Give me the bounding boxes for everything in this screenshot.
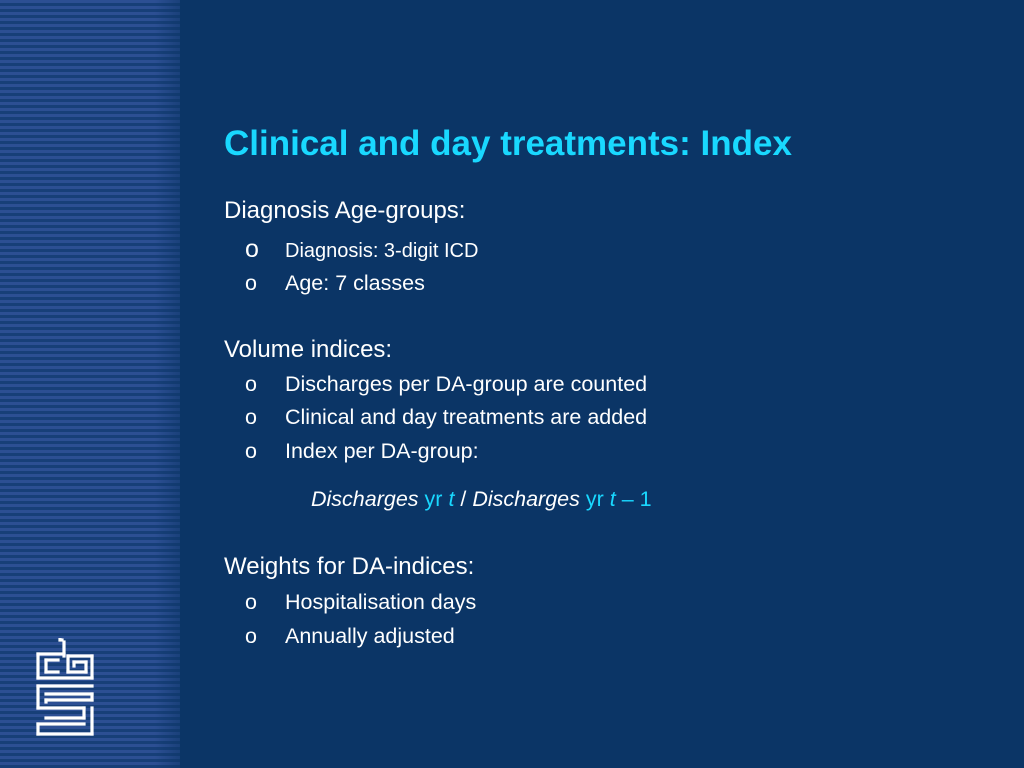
list-item-label: Annually adjusted bbox=[285, 624, 455, 648]
section-heading-diagnosis-age-groups: Diagnosis Age-groups: bbox=[224, 197, 466, 224]
bullet-marker: o bbox=[245, 405, 257, 429]
decorative-stripe-band bbox=[0, 0, 180, 768]
bullet-marker: o bbox=[245, 271, 257, 295]
list-item: o Discharges per DA-group are counted bbox=[245, 372, 647, 397]
bullet-marker: o bbox=[245, 439, 257, 463]
bullet-marker: o bbox=[245, 372, 257, 396]
bullet-marker: o bbox=[245, 624, 257, 648]
slide-title: Clinical and day treatments: Index bbox=[224, 124, 792, 163]
formula-numerator-word: Discharges bbox=[311, 487, 419, 511]
bullet-marker: o bbox=[245, 235, 259, 263]
list-item-label: Clinical and day treatments are added bbox=[285, 405, 648, 429]
section-heading-volume-indices: Volume indices: bbox=[224, 336, 393, 363]
list-item-label: Hospitalisation days bbox=[285, 590, 477, 614]
formula-denominator-yr: yr bbox=[585, 487, 604, 511]
formula-numerator-yr: yr bbox=[424, 487, 443, 511]
formula-denominator-word: Discharges bbox=[472, 487, 580, 511]
list-item-label: Index per DA-group: bbox=[285, 439, 479, 463]
index-formula: Discharges yr t / Discharges yr t – 1 bbox=[311, 487, 652, 512]
list-item: o Diagnosis: 3-digit ICD bbox=[245, 235, 478, 264]
cbs-logo-icon bbox=[36, 638, 94, 736]
formula-numerator-t: t bbox=[448, 487, 455, 511]
list-item: o Age: 7 classes bbox=[245, 271, 425, 296]
list-item: o Clinical and day treatments are added bbox=[245, 405, 647, 430]
formula-denominator-t: t bbox=[609, 487, 616, 511]
formula-denominator-suffix: – 1 bbox=[615, 487, 652, 511]
slide-content: Clinical and day treatments: Index Diagn… bbox=[224, 0, 1004, 768]
list-item: o Annually adjusted bbox=[245, 624, 455, 649]
list-item-label: Age: 7 classes bbox=[285, 271, 425, 295]
list-item: o Index per DA-group: bbox=[245, 439, 479, 464]
section-heading-weights: Weights for DA-indices: bbox=[224, 553, 475, 580]
bullet-marker: o bbox=[245, 590, 257, 614]
list-item-label: Discharges per DA-group are counted bbox=[285, 372, 648, 396]
list-item: o Hospitalisation days bbox=[245, 590, 476, 615]
list-item-label: Diagnosis: 3-digit ICD bbox=[285, 240, 479, 262]
formula-divider: / bbox=[454, 487, 473, 511]
